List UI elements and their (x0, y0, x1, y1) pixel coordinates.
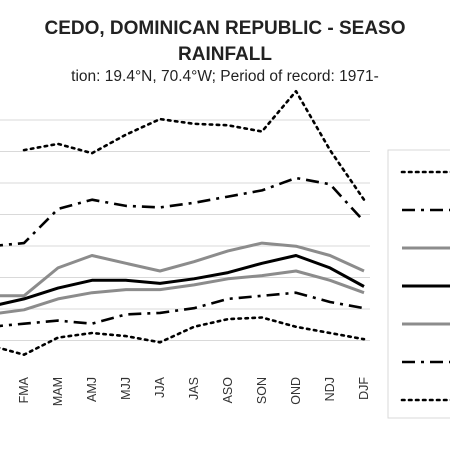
x-tick-label: AMJ (85, 377, 99, 402)
series-line-1 (22, 89, 366, 201)
series-lines (0, 89, 366, 357)
x-tick-label: SON (255, 377, 269, 404)
chart-subtitle: tion: 19.4°N, 70.4°W; Period of record: … (71, 68, 379, 85)
x-tick-label: MJJ (119, 377, 133, 400)
x-tick-label: ASO (221, 377, 235, 404)
gridlines (0, 119, 370, 341)
series-line-6 (0, 291, 365, 328)
x-tick-label: JJA (153, 376, 167, 398)
chart-title: CEDO, DOMINICAN REPUBLIC - SEASO RAINFAL… (0, 16, 450, 68)
series-line-2 (0, 176, 365, 247)
x-tick-label: NDJ (323, 377, 337, 401)
chart-title-line1: CEDO, DOMINICAN REPUBLIC - SEASO (44, 18, 406, 39)
legend (387, 149, 450, 419)
x-tick-label: MAM (51, 377, 65, 406)
x-tick-label: DJF (357, 377, 371, 400)
chart-title-line2: RAINFALL (178, 44, 272, 65)
series-line-3 (0, 241, 365, 298)
legend-box (387, 149, 450, 419)
series-line-5 (0, 269, 365, 315)
series-line-4 (0, 254, 365, 306)
x-tick-label: FMA (17, 376, 31, 403)
x-tick-label: JAS (187, 377, 201, 400)
series-line-7 (0, 316, 366, 357)
x-axis-tick-labels: FMA MAM AMJ MJJ JJA JAS ASO SON OND NDJ DJF (17, 376, 371, 406)
x-tick-label: OND (289, 377, 303, 405)
